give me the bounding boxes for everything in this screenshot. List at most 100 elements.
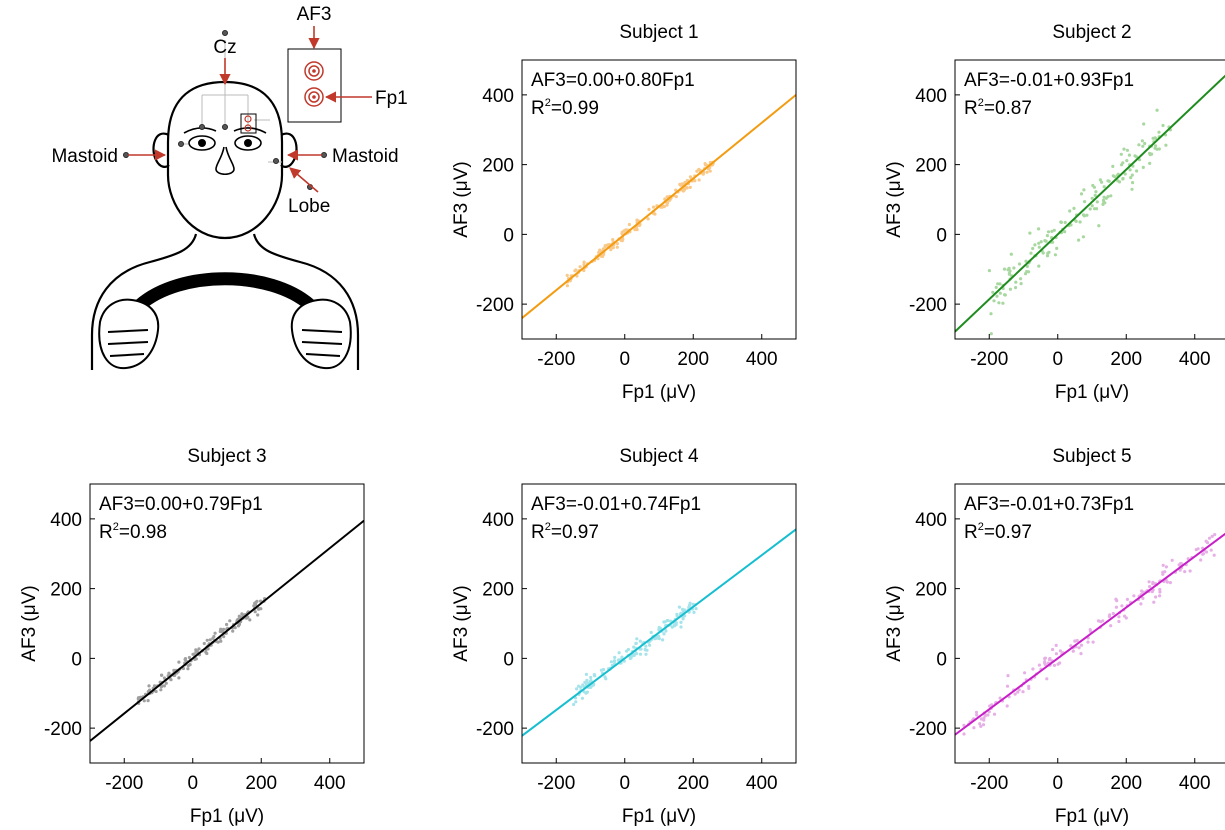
data-point bbox=[1161, 123, 1165, 128]
data-point bbox=[638, 652, 643, 656]
data-point bbox=[253, 610, 257, 614]
subject-5-panel: -200 0 200 400 -200 0 200 400 Subject 5 Fp1 (μV) A… bbox=[884, 446, 1225, 827]
data-point bbox=[1164, 565, 1168, 569]
data-point bbox=[582, 260, 586, 264]
data-point bbox=[1023, 671, 1027, 675]
data-point bbox=[674, 188, 678, 192]
data-point bbox=[1045, 234, 1049, 238]
data-point bbox=[1043, 656, 1047, 661]
data-point bbox=[1059, 220, 1063, 224]
label-lobe: Lobe bbox=[288, 196, 330, 217]
data-point bbox=[674, 621, 678, 625]
data-point bbox=[603, 244, 607, 248]
data-point bbox=[1177, 563, 1181, 567]
x-tick-label: -200 bbox=[970, 349, 1008, 370]
data-point bbox=[186, 667, 190, 671]
data-point bbox=[705, 170, 709, 174]
data-point bbox=[616, 658, 621, 662]
label-af3: AF3 bbox=[297, 4, 332, 25]
data-point bbox=[996, 282, 1000, 286]
nose bbox=[215, 146, 235, 176]
data-point bbox=[1017, 262, 1022, 266]
data-point bbox=[219, 639, 223, 643]
data-point bbox=[1107, 614, 1111, 619]
data-point bbox=[1161, 572, 1165, 576]
data-point bbox=[1201, 552, 1206, 556]
data-point bbox=[632, 645, 636, 649]
data-point bbox=[995, 294, 999, 298]
data-point bbox=[1096, 619, 1101, 623]
data-point bbox=[674, 195, 678, 199]
data-point bbox=[1090, 204, 1094, 208]
data-point bbox=[187, 655, 191, 660]
data-point bbox=[1045, 254, 1050, 258]
data-point bbox=[1125, 597, 1129, 602]
fit-line bbox=[90, 519, 364, 742]
data-point bbox=[1095, 207, 1099, 211]
data-point bbox=[1141, 144, 1145, 148]
data-point bbox=[1077, 646, 1081, 650]
data-point bbox=[1005, 684, 1010, 688]
data-point bbox=[1094, 190, 1098, 194]
data-point bbox=[222, 635, 226, 639]
right-hand bbox=[290, 298, 352, 370]
data-point bbox=[237, 614, 241, 618]
data-point bbox=[1052, 228, 1056, 232]
data-point bbox=[1158, 590, 1162, 594]
data-point bbox=[1134, 155, 1139, 159]
data-point bbox=[1079, 643, 1084, 647]
data-point bbox=[609, 248, 613, 252]
data-point bbox=[574, 700, 578, 704]
data-point bbox=[1021, 690, 1025, 694]
data-point bbox=[1028, 231, 1032, 235]
data-point bbox=[697, 178, 701, 182]
data-point bbox=[1137, 143, 1141, 147]
data-point bbox=[1037, 227, 1041, 231]
data-point bbox=[1025, 270, 1029, 274]
data-point bbox=[164, 681, 168, 685]
data-point bbox=[1101, 198, 1106, 202]
data-point bbox=[177, 660, 181, 664]
data-point bbox=[1140, 589, 1144, 593]
x-tick-label: 200 bbox=[245, 773, 277, 794]
data-point bbox=[1027, 684, 1031, 688]
x-tick-label: 200 bbox=[1110, 773, 1142, 794]
data-point bbox=[1043, 662, 1047, 667]
plot-frame bbox=[89, 483, 365, 764]
data-point bbox=[1071, 649, 1075, 653]
data-point bbox=[611, 238, 615, 242]
data-point bbox=[136, 696, 141, 700]
x-tick-label: -200 bbox=[537, 773, 575, 794]
data-point bbox=[1170, 558, 1174, 562]
data-point bbox=[1113, 175, 1117, 179]
data-point bbox=[1068, 209, 1072, 213]
data-point bbox=[1120, 163, 1124, 167]
data-point bbox=[1153, 146, 1157, 150]
data-point bbox=[974, 710, 979, 714]
data-point bbox=[1132, 594, 1136, 598]
data-point bbox=[177, 676, 181, 680]
electrode-scalp-1 bbox=[198, 124, 205, 131]
data-point bbox=[1043, 660, 1047, 664]
x-tick-label: 400 bbox=[314, 773, 346, 794]
x-tick-label: 0 bbox=[1052, 773, 1063, 794]
data-point bbox=[613, 655, 617, 660]
data-point bbox=[1088, 207, 1092, 211]
y-tick-label: 400 bbox=[915, 510, 947, 531]
data-point bbox=[142, 699, 146, 703]
data-point bbox=[1046, 230, 1051, 234]
y-tick-label: -200 bbox=[476, 295, 514, 316]
data-point bbox=[1037, 663, 1041, 667]
data-point bbox=[1161, 563, 1165, 567]
arrow-lobe bbox=[289, 167, 319, 193]
data-point bbox=[159, 688, 163, 692]
data-point bbox=[978, 722, 982, 726]
data-point bbox=[1077, 238, 1081, 242]
data-point bbox=[578, 265, 582, 269]
x-axis-label: Fp1 (μV) bbox=[622, 806, 696, 827]
data-point bbox=[1148, 161, 1152, 165]
data-point bbox=[685, 186, 689, 190]
data-point bbox=[615, 245, 619, 249]
data-point bbox=[213, 631, 217, 635]
